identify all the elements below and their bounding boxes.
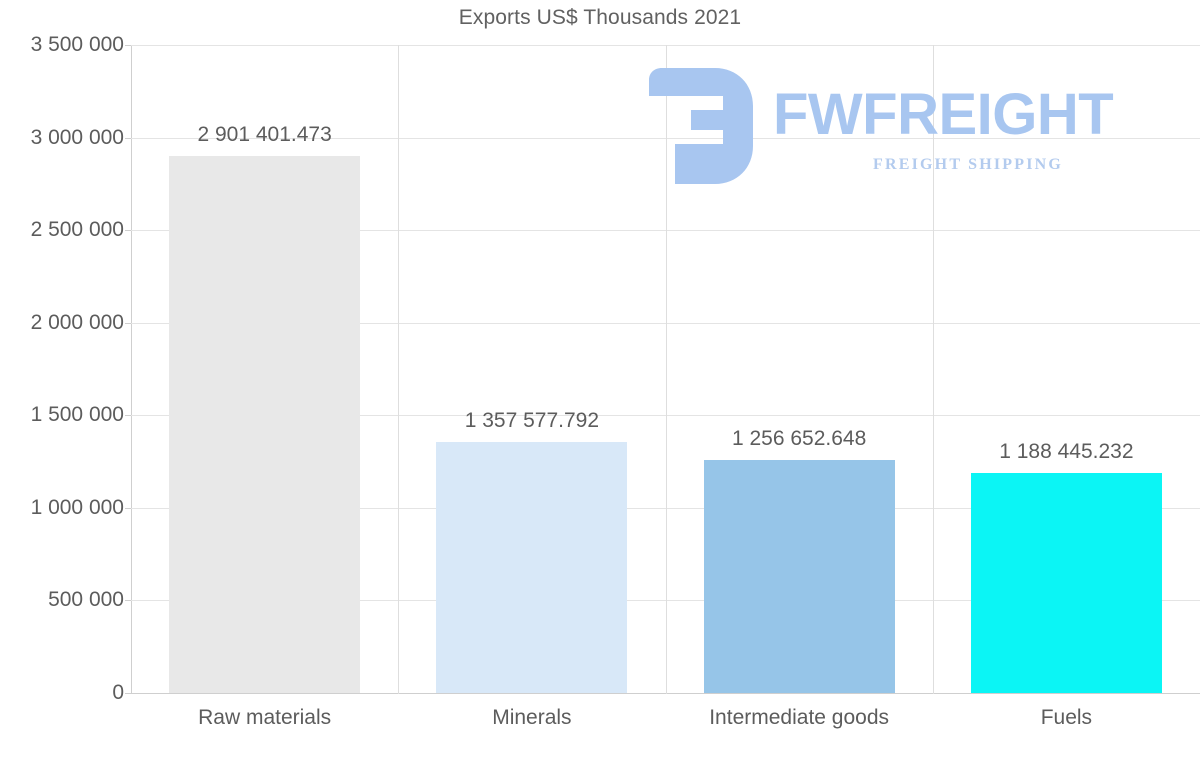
gridline (131, 693, 1200, 694)
y-axis: 0 500 000 1 000 000 1 500 000 2 000 000 2 500… (0, 0, 131, 763)
bar[interactable] (970, 472, 1162, 693)
y-axis-tick-label: 1 000 000 (30, 495, 124, 519)
y-axis-tick-mark (125, 45, 131, 46)
category-separator-line (398, 45, 399, 694)
x-axis-tick-label: Minerals (492, 706, 572, 729)
bar[interactable] (169, 155, 361, 693)
x-axis-tick-label: Intermediate goods (709, 706, 890, 729)
gridline (131, 600, 1200, 602)
bar[interactable] (436, 441, 628, 693)
y-axis-tick-label: 1 500 000 (30, 403, 124, 427)
y-axis-tick-mark (125, 230, 131, 232)
gridline (131, 507, 1200, 509)
y-axis-tick-label: 3 500 000 (30, 33, 124, 56)
x-axis-tick-label: Raw materials (198, 706, 332, 729)
bar-value-label: 1 256 652.648 (731, 427, 867, 451)
category-separator-line (666, 45, 667, 694)
plot-area: 2 901 401.473 1 357 577.792 1 256 652.648 1… (131, 45, 1200, 694)
gridline (131, 230, 1200, 232)
bar-value-label: 1 188 445.232 (999, 439, 1134, 463)
bar[interactable] (703, 460, 895, 693)
y-axis-tick-label: 3 000 000 (30, 125, 124, 149)
y-axis-tick-label: 500 000 (48, 588, 124, 612)
y-axis-tick-mark (125, 137, 131, 139)
x-axis-tick-label: Fuels (1040, 706, 1093, 729)
y-axis-tick-mark (125, 600, 131, 602)
gridline (131, 322, 1200, 324)
category-separator-line (933, 45, 934, 694)
gridline (131, 45, 1200, 46)
y-axis-tick-mark (125, 693, 131, 694)
chart-title: Exports US$ Thousands 2021 (458, 6, 742, 29)
y-axis-line (131, 45, 132, 694)
bar-value-label: 2 901 401.473 (197, 122, 332, 146)
y-axis-tick-label: 2 500 000 (30, 218, 124, 242)
y-axis-tick-label: 2 000 000 (30, 310, 124, 334)
y-axis-tick-mark (125, 322, 131, 324)
y-axis-tick-label: 0 (112, 681, 124, 704)
y-axis-tick-mark (125, 415, 131, 417)
y-axis-tick-mark (125, 507, 131, 509)
bar-value-label: 1 357 577.792 (464, 408, 600, 432)
gridline (131, 415, 1200, 417)
